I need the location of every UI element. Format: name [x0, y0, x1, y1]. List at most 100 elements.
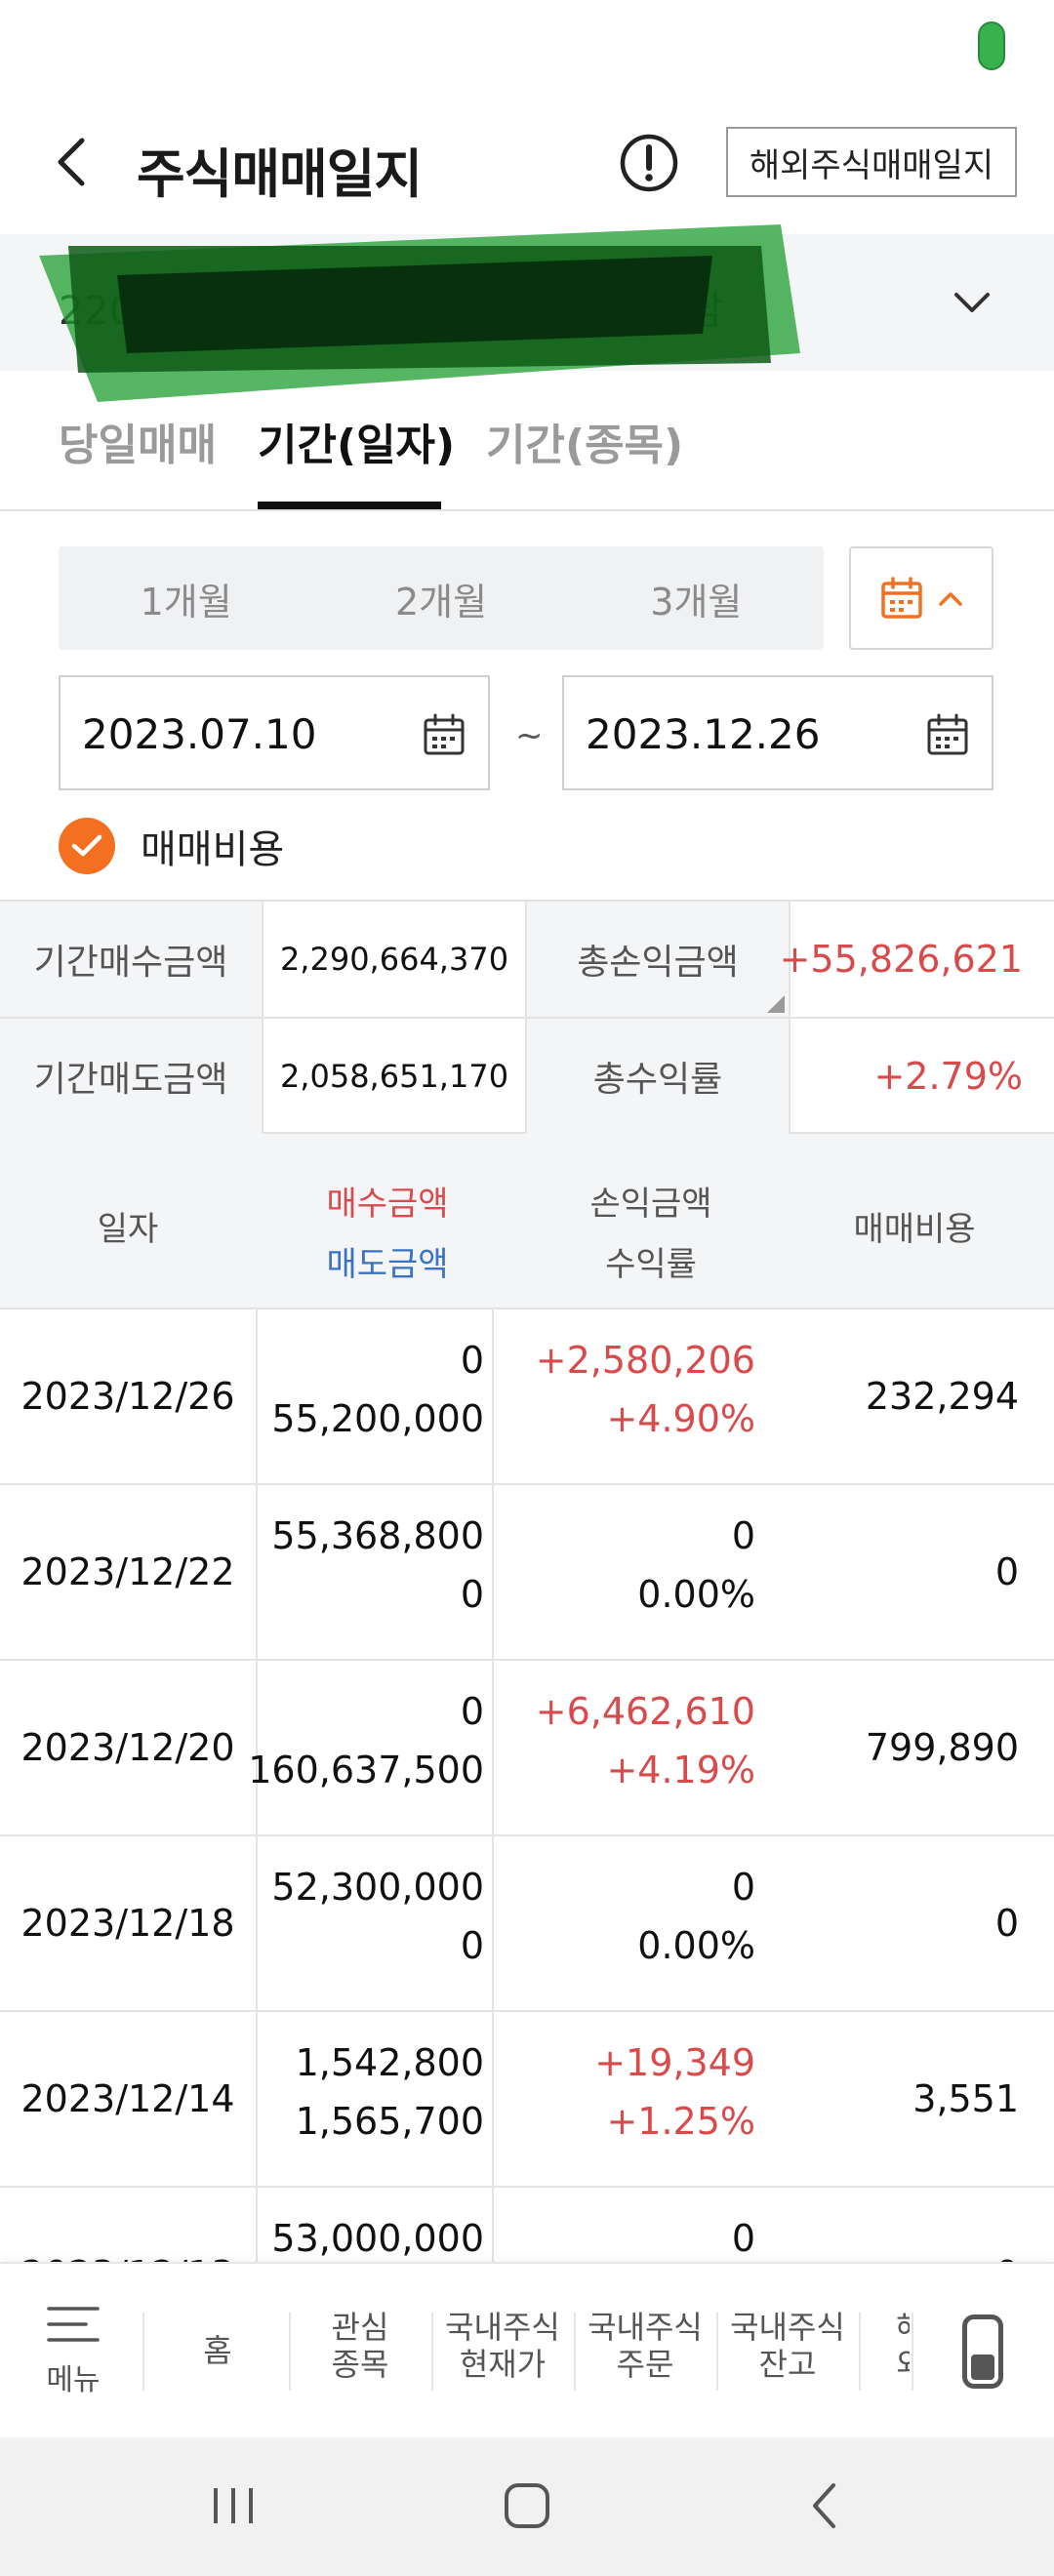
tab-period-stock[interactable]: 기간(종목): [486, 421, 684, 470]
home-icon: [505, 2483, 549, 2528]
period-1-month[interactable]: 1개월: [140, 580, 232, 624]
trade-date: 2023/12/22: [20, 1550, 235, 1593]
col-date: 일자: [97, 1210, 159, 1249]
trading-fee: 3,551: [912, 2077, 1019, 2120]
nav-item-domestic-order[interactable]: 국내주식 주문: [588, 2309, 703, 2383]
col-buy-amount: 매수금액: [326, 1185, 449, 1224]
period-quick-select: 1개월 2개월 3개월: [59, 546, 824, 650]
trade-row[interactable]: 2023/12/20 0 160,637,500 +6,462,610 +4.19% 79…: [0, 1661, 1054, 1836]
sell-amount: 0: [460, 1573, 484, 1616]
nav-divider: [431, 2313, 433, 2391]
nav-divider: [142, 2313, 144, 2391]
total-return-label: 총수익률: [525, 1019, 789, 1134]
summary-row: 기간매도금액 2,058,651,170 총수익률 +2.79%: [0, 1017, 1054, 1134]
home-button[interactable]: [493, 2476, 561, 2535]
return-rate: +4.90%: [606, 1397, 755, 1440]
nav-item-overflow[interactable]: 해외: [896, 2309, 910, 2383]
trade-date: 2023/12/20: [20, 1726, 235, 1769]
total-pl-value: +55,826,621: [780, 902, 1054, 1017]
trade-date: 2023/12/18: [20, 1902, 235, 1945]
pl-amount: 0: [731, 1866, 755, 1909]
calendar-icon: [927, 713, 968, 755]
tab-today[interactable]: 당일매매: [59, 421, 217, 470]
nav-item-domestic-balance[interactable]: 국내주식 잔고: [730, 2309, 845, 2383]
app-header: 주식매매일지 해외주식매매일지: [0, 98, 1054, 224]
buy-amount: 0: [460, 1339, 484, 1382]
buy-amount: 1,542,800: [295, 2041, 484, 2084]
trade-date: 2023/12/26: [20, 1375, 235, 1418]
summary-grid: 기간매수금액 2,290,664,370 총손익금액 +55,826,621 기…: [0, 900, 1054, 1134]
hamburger-menu-icon: [47, 2307, 100, 2342]
trade-amounts: 0 55,200,000: [256, 1309, 494, 1483]
period-tabs: 당일매매 기간(일자) 기간(종목): [0, 390, 1054, 511]
calendar-toggle-button[interactable]: [849, 546, 993, 650]
buy-amount: 53,000,000: [271, 2217, 484, 2260]
pl-amount: +6,462,610: [535, 1690, 755, 1733]
sell-amount: 55,200,000: [271, 1397, 484, 1440]
date-range-separator: ~: [515, 716, 544, 755]
corner-triangle-icon: [767, 995, 785, 1013]
info-icon: [620, 134, 678, 192]
tab-period-date[interactable]: 기간(일자): [258, 421, 456, 470]
trade-row[interactable]: 2023/12/26 0 55,200,000 +2,580,206 +4.90% 232…: [0, 1309, 1054, 1485]
pl-amount: +2,580,206: [535, 1339, 755, 1382]
overseas-journal-button[interactable]: 해외주식매매일지: [726, 127, 1017, 197]
nav-item-home[interactable]: 홈: [203, 2332, 232, 2369]
trade-date: 2023/12/13: [0, 2188, 256, 2266]
col-return-rate: 수익률: [605, 1245, 697, 1284]
pl-amount: 0: [731, 1514, 755, 1557]
trade-table-header: 일자 매수금액 매도금액 손익금액 수익률 매매비용: [0, 1134, 1054, 1309]
chevron-down-icon: [954, 293, 990, 312]
calendar-icon: [881, 577, 922, 619]
trade-profit: +6,462,610 +4.19%: [494, 1661, 755, 1834]
trade-row[interactable]: 2023/12/22 55,368,800 0 0 0.00% 0: [0, 1485, 1054, 1661]
return-rate: 0.00%: [637, 1924, 755, 1967]
trade-amounts: 0 160,637,500: [248, 1661, 494, 1834]
trade-row[interactable]: 2023/12/18 52,300,000 0 0 0.00% 0: [0, 1836, 1054, 2012]
info-button[interactable]: [619, 133, 679, 193]
period-buy-value: 2,290,664,370: [262, 902, 525, 1017]
system-back-button[interactable]: [790, 2476, 859, 2535]
nav-divider: [716, 2313, 718, 2391]
end-date-field[interactable]: 2023.12.26: [562, 675, 993, 790]
nav-item-domestic-price[interactable]: 국내주식 현재가: [445, 2309, 560, 2383]
menu-label: 메뉴: [46, 2363, 101, 2397]
recent-apps-button[interactable]: [199, 2476, 267, 2535]
buy-amount: 52,300,000: [271, 1866, 484, 1909]
nav-scroll-icon[interactable]: [962, 2314, 1003, 2389]
trade-amounts: 1,542,800 1,565,700: [256, 2012, 494, 2186]
buy-amount: 0: [460, 1690, 484, 1733]
period-buy-label: 기간매수금액: [0, 902, 262, 1017]
nav-item-watchlist[interactable]: 관심 종목: [331, 2309, 389, 2383]
nav-divider: [859, 2313, 861, 2391]
menu-button[interactable]: 메뉴: [29, 2303, 117, 2410]
period-3-months[interactable]: 3개월: [650, 580, 743, 624]
total-return-value: +2.79%: [789, 1019, 1054, 1134]
sell-amount: 160,637,500: [248, 1749, 484, 1791]
trade-row[interactable]: 2023/12/14 1,542,800 1,565,700 +19,349 +1.25…: [0, 2012, 1054, 2188]
status-bar: [0, 0, 1054, 94]
trade-amounts: 52,300,000 0: [256, 1836, 494, 2010]
chevron-up-icon: [939, 592, 962, 606]
start-date-field[interactable]: 2023.07.10: [59, 675, 490, 790]
sell-amount: 1,565,700: [295, 2100, 484, 2143]
return-rate: +4.19%: [606, 1749, 755, 1791]
trading-fee-checkbox[interactable]: 매매비용: [59, 818, 284, 874]
account-selector[interactable]: 220-22-0178333 [종합_주식] 김병남: [0, 234, 1054, 371]
back-button[interactable]: [47, 133, 96, 191]
col-pl-amount: 손익금액: [589, 1185, 712, 1224]
col-trading-fee: 매매비용: [853, 1210, 976, 1249]
recent-apps-icon: [214, 2488, 253, 2523]
trading-fee: 232,294: [865, 1375, 1019, 1418]
checkmark-icon: [59, 818, 115, 874]
trade-profit: 0 0.00%: [494, 1836, 755, 2010]
trading-fee: 0: [755, 2188, 1019, 2266]
return-rate: +1.25%: [606, 2100, 755, 2143]
pl-amount: 0: [731, 2217, 755, 2260]
calendar-icon: [424, 713, 465, 755]
total-pl-label[interactable]: 총손익금액: [525, 902, 789, 1017]
period-2-months[interactable]: 2개월: [394, 580, 488, 624]
